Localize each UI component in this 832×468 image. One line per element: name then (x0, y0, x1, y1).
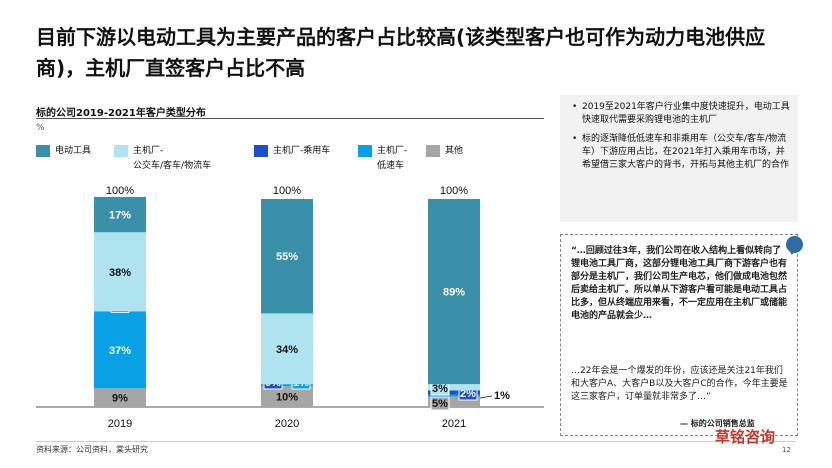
data-label-2020-series-0: 10% (276, 392, 298, 404)
data-label-2019-series-1: 37% (109, 345, 131, 357)
page-title: 目前下游以电动工具为主要产品的客户占比较高(该类型客户也可作为动力电池供应商)，… (36, 25, 766, 80)
quote-source: — 标的公司销售总监 (680, 419, 755, 428)
legend-swatch-bus-truck (114, 145, 128, 157)
bar-2019-series-1 (94, 311, 146, 389)
legend-label-low-speed: 主机厂- 低速车 (377, 146, 408, 171)
legend-swatch-other (426, 145, 440, 157)
bar-2019-series-3 (94, 232, 146, 312)
data-label-2019-series-4: 17% (109, 210, 131, 222)
bar-2021-series-3 (428, 384, 480, 391)
legend-label-bus-truck: 主机厂- 公交车/客车/物流车 (133, 146, 212, 171)
page-number: 12 (782, 446, 791, 454)
legend-label-other: 其他 (445, 146, 464, 156)
legend-swatch-power-tools (36, 145, 50, 157)
footer-rule (36, 441, 796, 442)
stacked-bar-chart: 9%37%0%38%17%100%201910%1%0%34%55%100%20… (36, 185, 544, 430)
watermark: 草铭咨询 (715, 428, 776, 446)
total-label-2020: 100% (273, 185, 301, 197)
bar-2019-series-4 (94, 196, 146, 233)
source-note: 资料来源：公司资料，棠头研究 (36, 445, 148, 454)
x-tick-2019: 2019 (108, 418, 132, 430)
total-label-2019: 100% (106, 185, 134, 197)
x-tick-2021: 2021 (442, 418, 466, 430)
data-label-2021-series-4: 89% (443, 287, 465, 299)
data-label-2020-series-4: 55% (276, 251, 298, 263)
bar-2021-series-0 (428, 396, 480, 407)
key-finding-1: 2019至2021年客户行业集中度快速提升，电动工具快速取代需要采购锂电池的主机… (572, 101, 790, 127)
data-label-2020-series-3: 34% (276, 344, 298, 356)
label-box-2021-series-0 (430, 396, 450, 411)
data-label-2021-series-3: 3% (432, 383, 448, 395)
bar-2021-series-1 (428, 394, 480, 397)
legend-swatch-passenger (254, 145, 268, 157)
data-label-2021-series-0: 5% (432, 398, 448, 410)
bar-2020-series-1 (261, 384, 313, 387)
bar-2020-series-4 (261, 199, 313, 314)
bar-2021-series-4 (428, 199, 480, 385)
key-finding-2: 标的逐渐降低低速车和非乘用车（公交车/客车/物流车）下游应用占比，在2021年打… (572, 133, 790, 172)
quote-bubble-icon (786, 236, 803, 255)
data-label-2019-series-3: 38% (109, 267, 131, 279)
chart-title: 标的公司2019-2021年客户类型分布 (36, 108, 206, 119)
chart-legend: 电动工具 主机厂- 公交车/客车/物流车 主机厂-乘用车 主机厂- 低速车 其他 (36, 143, 544, 177)
bar-2021-series-2 (428, 390, 480, 395)
legend-label-power-tools: 电动工具 (55, 146, 92, 156)
legend-swatch-low-speed (358, 145, 372, 157)
data-label-2019-series-0: 9% (112, 393, 128, 405)
quote-text-1: “…回顾过往3年，我们公司在收入结构上看似转向了锂电池工具厂商，这部分锂电池工具… (571, 246, 788, 321)
chart-title-rule (36, 118, 544, 119)
quote-text-2: …22年会是一个爆发的年份，应该还是关注21年我们和大客户A、大客户B以及大客户… (571, 366, 788, 402)
interview-quote-box: “…回顾过往3年，我们公司在收入结构上看似转向了锂电池工具厂商，这部分锂电池工具… (560, 234, 798, 436)
bar-2020-series-3 (261, 313, 313, 385)
x-tick-2020: 2020 (275, 418, 299, 430)
bar-2019-series-0 (94, 388, 146, 407)
legend-label-passenger: 主机厂-乘用车 (273, 146, 331, 156)
key-findings-box: 2019至2021年客户行业集中度快速提升，电动工具快速取代需要采购锂电池的主机… (560, 95, 798, 222)
leader-line-2021-low-speed (479, 395, 493, 399)
data-label-2021-series-2: 2% (460, 388, 476, 400)
total-label-2021: 100% (440, 185, 468, 197)
bar-2020-series-0 (261, 386, 313, 407)
chart-unit: % (36, 123, 45, 133)
data-label-2021-series-1: 1% (494, 390, 510, 402)
